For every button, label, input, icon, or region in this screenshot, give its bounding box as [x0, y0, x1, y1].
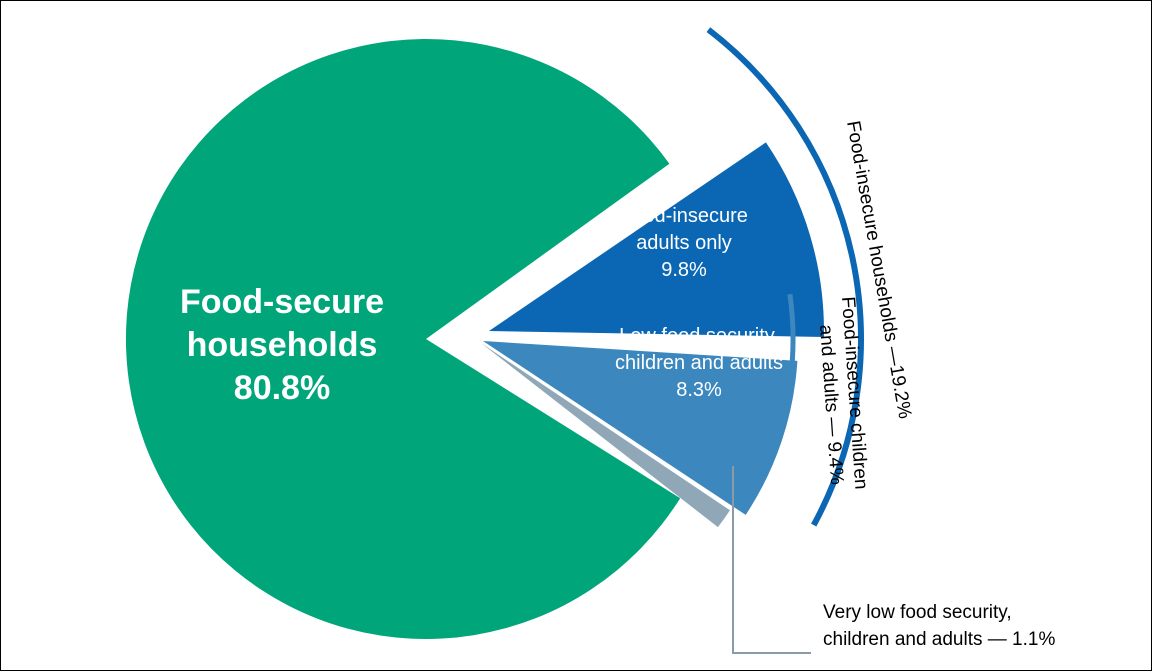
label-adults-value: 9.8%: [661, 259, 707, 281]
bracket-arc-food-insecure-children-adults: [754, 293, 796, 489]
slice-food-secure-households: [125, 38, 681, 639]
label-adults-line2: adults only: [636, 232, 732, 254]
label-vlow-line1: Very low food security,: [823, 602, 1012, 623]
leader-line-very-low: [732, 466, 811, 654]
slice-very-low-food-security: [481, 343, 730, 528]
label-secure-value: 80.8%: [234, 369, 330, 407]
slice-low-food-security: [483, 341, 798, 515]
label-low-line2: children and adults: [615, 352, 783, 374]
label-secure-line2: households: [187, 326, 378, 364]
slice-food-insecure-adults-only: [489, 142, 824, 337]
bracket-arc-food-insecure-households: [706, 27, 864, 527]
label-low-value: 8.3%: [676, 379, 722, 401]
label-vlow-line2: children and adults — 1.1%: [823, 629, 1055, 650]
label-low-line1: Low food security,: [619, 325, 779, 347]
label-adults-line1: Food-insecure: [620, 205, 748, 227]
label-secure-line1: Food-secure: [180, 283, 384, 321]
